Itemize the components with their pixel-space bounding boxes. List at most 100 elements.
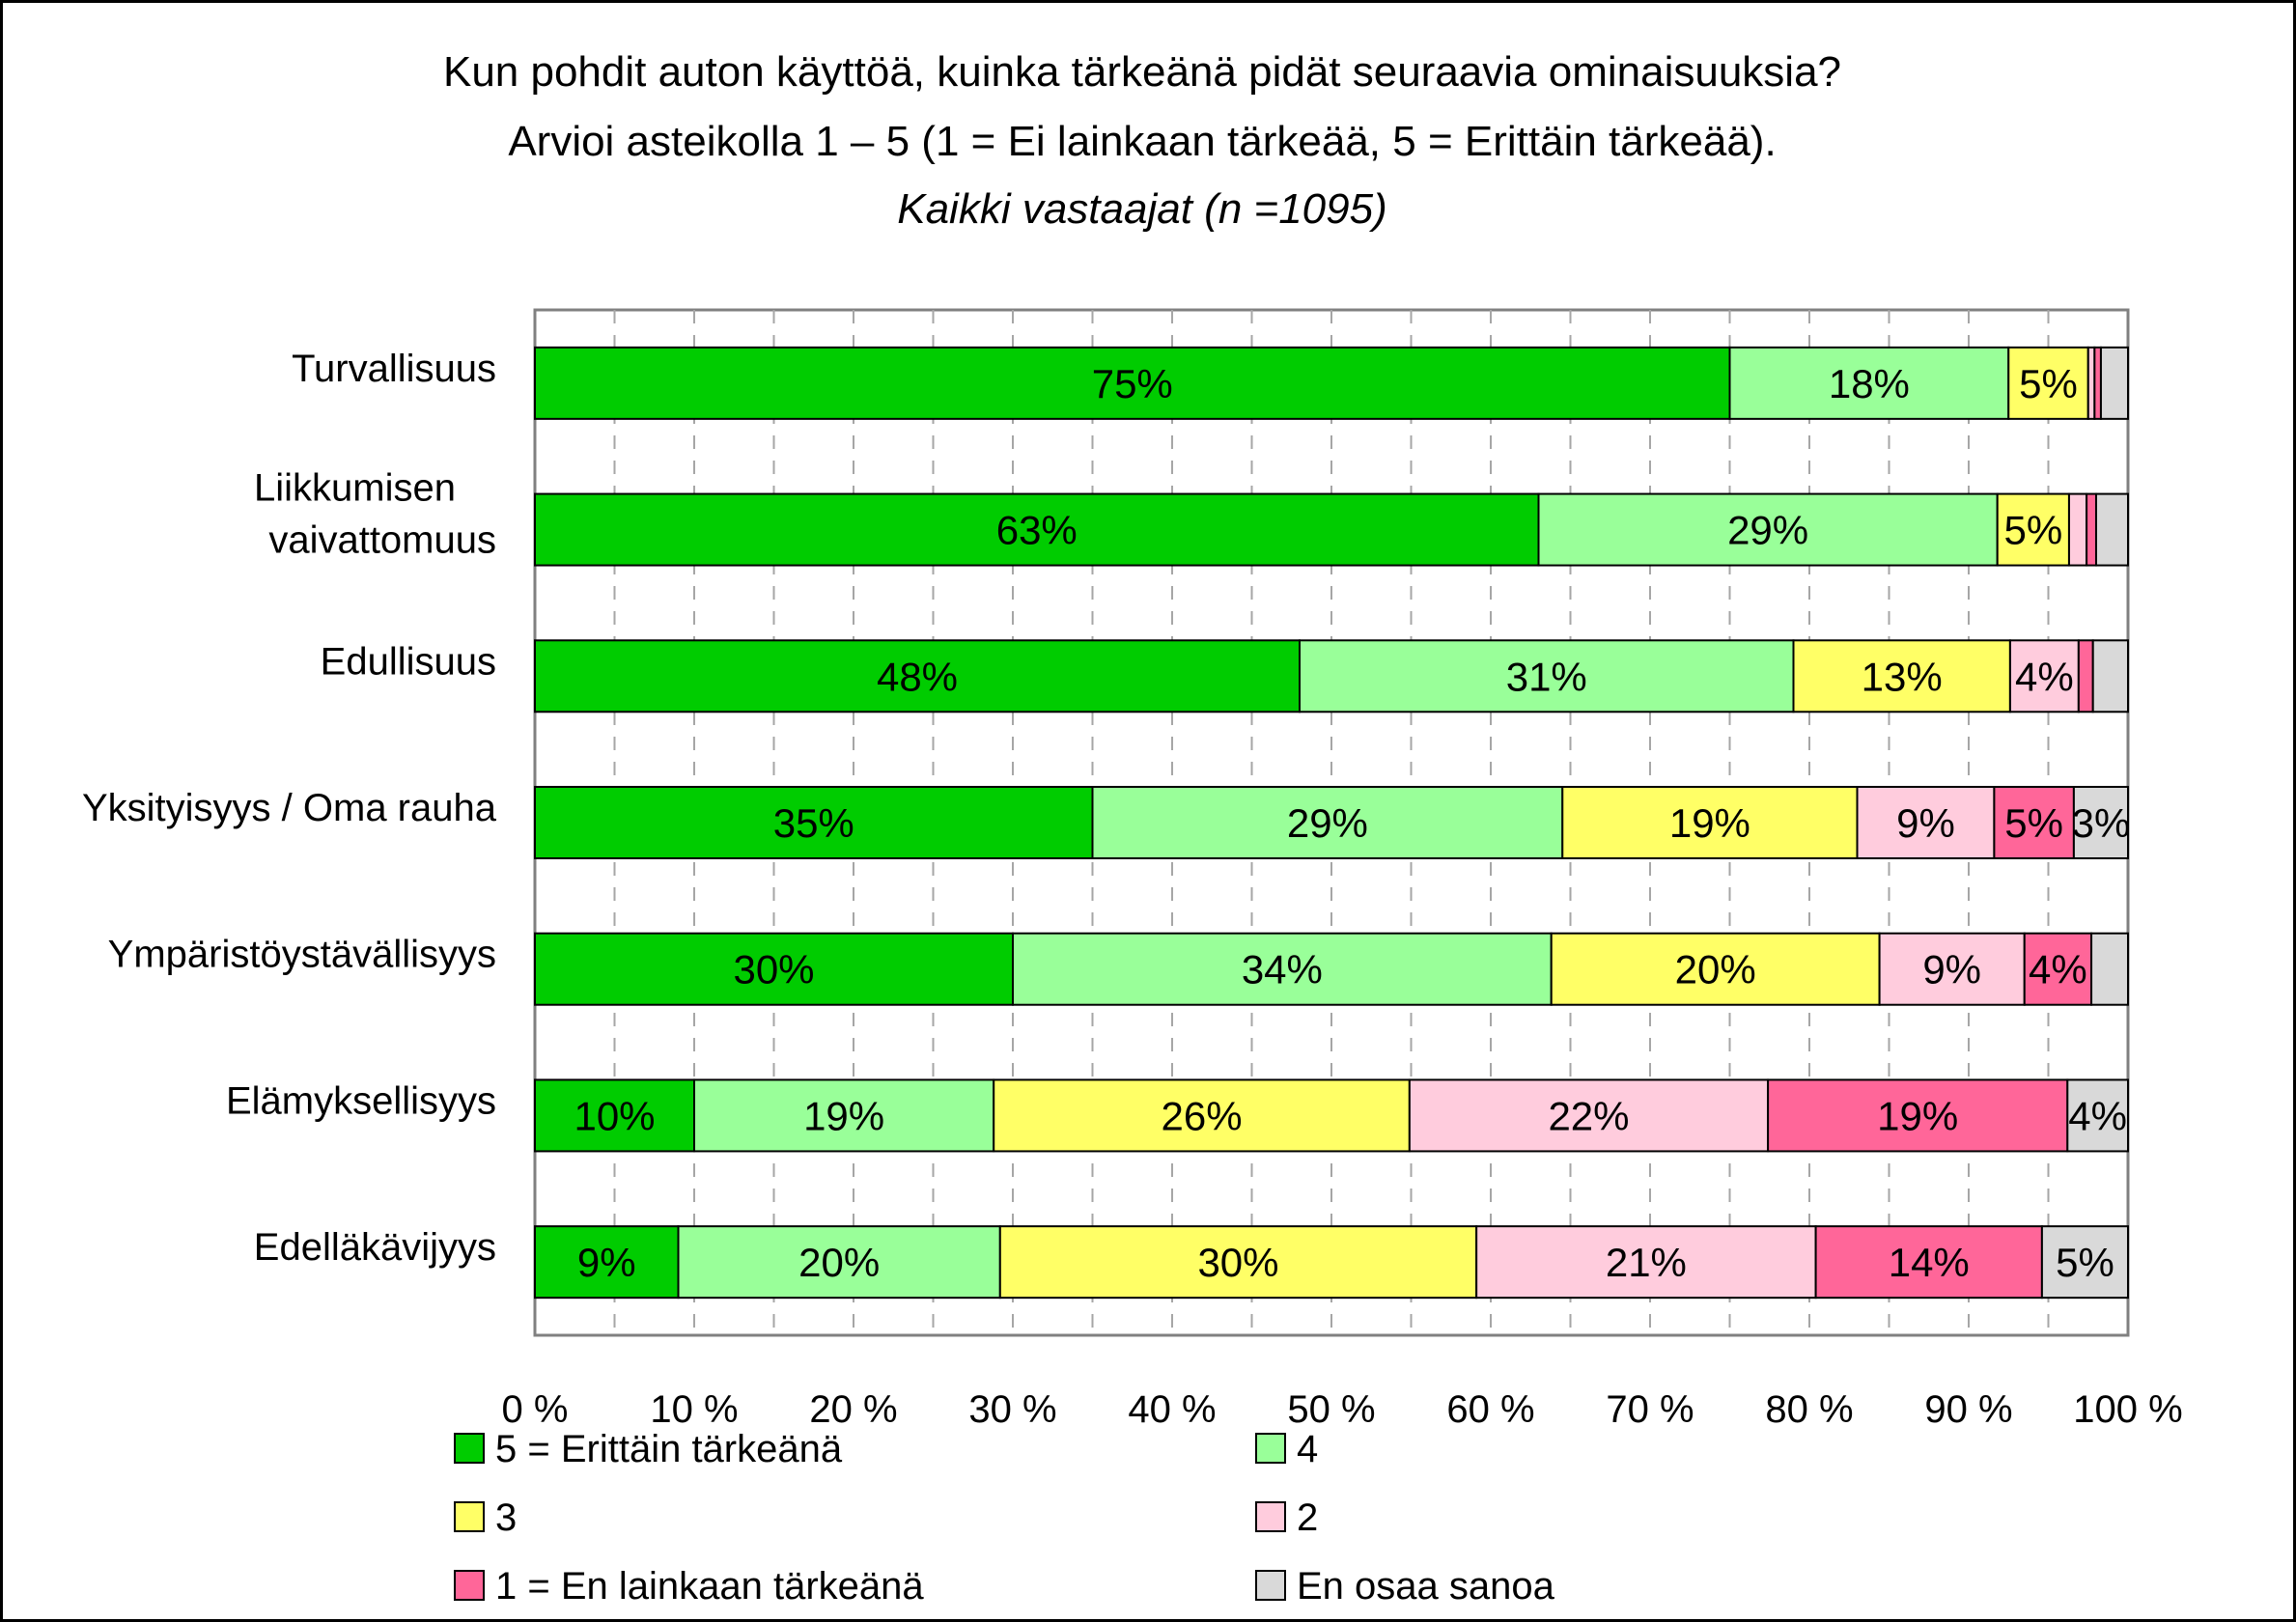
bar-segment xyxy=(2086,492,2098,567)
data-label: 20% xyxy=(1675,947,1756,993)
stacked-bar-chart: Kun pohdit auton käyttöä, kuinka tärkeän… xyxy=(82,48,2183,1608)
data-label: 4% xyxy=(2015,654,2074,699)
bar-segment xyxy=(1475,1225,1817,1300)
bar-segment xyxy=(2095,492,2129,567)
legend-swatch xyxy=(1255,1570,1286,1601)
x-tick-label: 70 % xyxy=(1606,1388,1694,1431)
bar-segment xyxy=(2067,492,2088,567)
bar-segment xyxy=(2040,1225,2129,1300)
data-label: 29% xyxy=(1287,800,1368,846)
bar-segment xyxy=(1728,346,2010,420)
data-label: 22% xyxy=(1548,1093,1629,1138)
x-tick-label: 60 % xyxy=(1446,1388,1534,1431)
data-label: 18% xyxy=(1829,361,1910,406)
x-tick-label: 80 % xyxy=(1765,1388,1853,1431)
bar-segment xyxy=(1792,639,2011,713)
data-label: 5% xyxy=(2003,508,2062,553)
legend-label: 3 xyxy=(495,1496,517,1539)
data-label: 4% xyxy=(2029,947,2087,993)
legend-swatch xyxy=(1255,1501,1286,1532)
data-label: 5% xyxy=(2004,800,2063,846)
data-label: 10% xyxy=(574,1093,655,1138)
data-label: 19% xyxy=(1669,800,1750,846)
data-label: 63% xyxy=(996,508,1078,553)
category-label: Edullisuus xyxy=(321,640,496,683)
bar-segment xyxy=(2099,346,2129,420)
data-label: 9% xyxy=(1896,800,1955,846)
data-label: 30% xyxy=(733,947,814,993)
legend-swatch xyxy=(454,1433,485,1464)
x-tick-label: 100 % xyxy=(2073,1388,2182,1431)
data-label: 35% xyxy=(773,800,854,846)
data-label: 29% xyxy=(1727,508,1808,553)
bar-segment xyxy=(1993,786,2075,859)
data-label: 4% xyxy=(2068,1093,2127,1138)
data-label: 34% xyxy=(1242,947,1323,993)
bar-segment xyxy=(534,639,1301,713)
bar-segment xyxy=(1878,932,2026,1006)
bar-segment xyxy=(534,346,1731,420)
x-tick-label: 0 % xyxy=(502,1388,569,1431)
data-label: 48% xyxy=(877,654,958,699)
chart-title: Kun pohdit auton käyttöä, kuinka tärkeän… xyxy=(443,48,1841,96)
data-label: 26% xyxy=(1161,1093,1242,1138)
legend: 5 = Erittäin tärkeänä 4 3 2 1 = En lainkaan … xyxy=(454,1428,1555,1608)
x-tick-label: 90 % xyxy=(1924,1388,2012,1431)
x-tick-label: 10 % xyxy=(650,1388,738,1431)
bar-segment xyxy=(534,932,1014,1006)
data-label: 20% xyxy=(798,1240,880,1285)
bar-segment xyxy=(1299,639,1795,713)
bar-segment xyxy=(2090,932,2130,1006)
bar-segment xyxy=(2066,1078,2130,1153)
category-label: Turvallisuus xyxy=(292,348,496,390)
category-label: Yksityisyys / Oma rauha xyxy=(82,787,497,829)
data-label: 5% xyxy=(2056,1240,2114,1285)
bar-segment xyxy=(534,786,1094,859)
x-tick-label: 20 % xyxy=(809,1388,897,1431)
category-label: Elämyksellisyys xyxy=(226,1079,496,1122)
bar-segment xyxy=(2091,639,2129,713)
data-label: 3% xyxy=(2072,800,2131,846)
bar-segment xyxy=(1767,1078,2069,1153)
legend-swatch xyxy=(454,1501,485,1532)
bar-segment xyxy=(2072,786,2129,859)
bar-segment xyxy=(1091,786,1564,859)
bar-segment xyxy=(677,1225,1001,1300)
bar-segment xyxy=(2077,639,2094,713)
chart-note: Kaikki vastaajat (n =1095) xyxy=(897,185,1387,233)
legend-label: En osaa sanoa xyxy=(1297,1565,1555,1608)
legend-swatch xyxy=(454,1570,485,1601)
data-label: 9% xyxy=(577,1240,636,1285)
bar-segment xyxy=(1550,932,1881,1006)
bar-segment xyxy=(534,492,1540,567)
bar-segment xyxy=(534,1078,695,1153)
data-label: 19% xyxy=(1877,1093,1958,1138)
data-label: 9% xyxy=(1922,947,1981,993)
legend-label: 1 = En lainkaan tärkeänä xyxy=(495,1565,924,1608)
x-tick-label: 40 % xyxy=(1128,1388,1216,1431)
x-tick-label: 50 % xyxy=(1287,1388,1375,1431)
legend-swatch xyxy=(1255,1433,1286,1464)
data-label: 30% xyxy=(1197,1240,1278,1285)
data-label: 31% xyxy=(1506,654,1587,699)
bar-segment xyxy=(1408,1078,1770,1153)
bar-segment xyxy=(2007,346,2089,420)
category-label: Edelläkävijyys xyxy=(254,1226,496,1269)
plot-area: 75% 18% 5% Turvallisuus 63% 29% 5% Liikkumisen v… xyxy=(82,308,2183,1431)
category-label: Liikkumisen vaivattomuus xyxy=(254,467,496,562)
bar-segment xyxy=(1537,492,1999,567)
bar-segment xyxy=(1561,786,1859,859)
bar-segment xyxy=(1856,786,1996,859)
chart-subtitle: Arvioi asteikolla 1 – 5 (1 = Ei lainkaan… xyxy=(508,118,1776,165)
bar-segment xyxy=(2008,639,2080,713)
legend-label: 5 = Erittäin tärkeänä xyxy=(495,1428,843,1470)
data-label: 5% xyxy=(2019,361,2078,406)
legend-label: 2 xyxy=(1297,1496,1318,1539)
bar-segment xyxy=(2023,932,2093,1006)
data-label: 21% xyxy=(1606,1240,1687,1285)
data-label: 14% xyxy=(1889,1240,1970,1285)
data-label: 75% xyxy=(1092,361,1173,406)
bar-segment xyxy=(1012,932,1553,1006)
bar-segment xyxy=(1996,492,2070,567)
